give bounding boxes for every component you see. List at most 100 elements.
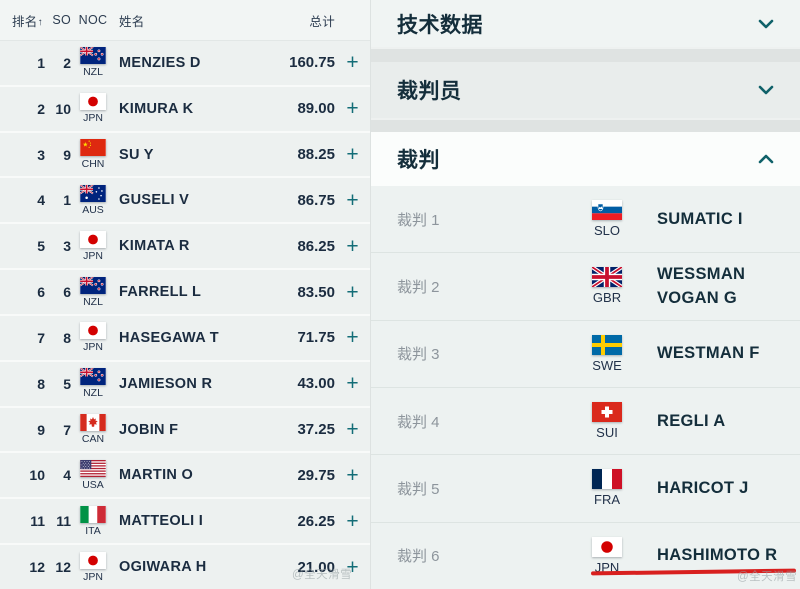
flag-swe-icon bbox=[592, 334, 622, 355]
accordion-officials[interactable]: 裁判员 bbox=[371, 62, 800, 118]
judge-row: 裁判 6 JPN HASHIMOTO R bbox=[371, 521, 800, 589]
expand-plus-button[interactable]: + bbox=[346, 372, 359, 396]
total-score: 160.75 bbox=[289, 54, 335, 72]
accordion-judges[interactable]: 裁判 bbox=[371, 132, 800, 186]
total-score: 89.00 bbox=[297, 100, 335, 118]
noc-code: JPN bbox=[83, 341, 103, 354]
chevron-up-icon bbox=[758, 154, 774, 164]
noc-code: CAN bbox=[81, 433, 105, 446]
athlete-name: FARRELL L bbox=[119, 284, 202, 301]
rank-cell: 6 bbox=[37, 284, 45, 301]
noc-code: NZL bbox=[83, 295, 103, 308]
expand-plus-button[interactable]: + bbox=[346, 188, 359, 212]
rank-cell: 7 bbox=[37, 329, 45, 346]
rank-cell: 3 bbox=[37, 146, 45, 163]
noc-code: JPN bbox=[83, 570, 103, 583]
so-cell: 12 bbox=[55, 559, 71, 576]
rank-cell: 8 bbox=[37, 375, 45, 392]
expand-plus-button[interactable]: + bbox=[346, 234, 359, 258]
flag-jpn-icon bbox=[80, 322, 106, 340]
athlete-row[interactable]: 7 8 JPN HASEGAWA T 71.75 + bbox=[0, 313, 370, 360]
header-so[interactable]: SO bbox=[52, 13, 71, 27]
judges-list: 裁判 1 SLO SUMATIC I 裁判 2 GBR WESSMAN VOGA… bbox=[371, 186, 800, 589]
flag-aus-icon bbox=[80, 184, 106, 202]
athlete-row[interactable]: 9 7 CAN JOBIN F 37.25 + bbox=[0, 405, 370, 452]
expand-plus-button[interactable]: + bbox=[346, 418, 359, 442]
table-header: 排名↑ SO NOC 姓名 总计 bbox=[0, 0, 370, 41]
flag-nzl-icon bbox=[80, 276, 106, 294]
accordion-technical-data[interactable]: 技术数据 bbox=[371, 0, 800, 47]
header-noc[interactable]: NOC bbox=[78, 13, 108, 27]
athlete-row[interactable]: 1 2 NZL MENZIES D 160.75 + bbox=[0, 41, 370, 85]
sort-ascending-icon: ↑ bbox=[37, 16, 43, 28]
judge-label: 裁判 6 bbox=[397, 548, 440, 566]
noc-code: JPN bbox=[83, 112, 103, 125]
judge-noc: SUI bbox=[596, 425, 618, 441]
expand-plus-button[interactable]: + bbox=[346, 97, 359, 121]
watermark: @全天滑雪 bbox=[292, 569, 353, 581]
header-name[interactable]: 姓名 bbox=[119, 14, 145, 29]
total-score: 71.75 bbox=[297, 329, 335, 347]
details-panel: 技术数据 裁判员 裁判 裁判 1 SLO SUMATIC I 裁判 2 GBR … bbox=[371, 0, 800, 589]
section-label: 裁判 bbox=[397, 149, 440, 172]
flag-can-icon bbox=[80, 414, 106, 432]
rank-cell: 12 bbox=[29, 559, 45, 576]
expand-plus-button[interactable]: + bbox=[346, 51, 359, 75]
flag-ita-icon bbox=[80, 505, 106, 523]
judge-label: 裁判 3 bbox=[397, 346, 440, 364]
so-cell: 11 bbox=[56, 513, 71, 530]
expand-plus-button[interactable]: + bbox=[346, 326, 359, 350]
athlete-row[interactable]: 2 10 JPN KIMURA K 89.00 + bbox=[0, 84, 370, 131]
total-score: 83.50 bbox=[297, 283, 335, 301]
header-total[interactable]: 总计 bbox=[309, 14, 335, 29]
noc-code: NZL bbox=[83, 66, 103, 79]
athlete-row[interactable]: 10 4 USA MARTIN O 29.75 + bbox=[0, 451, 370, 498]
total-score: 37.25 bbox=[297, 421, 335, 439]
rank-cell: 4 bbox=[37, 192, 45, 209]
judge-label: 裁判 2 bbox=[397, 278, 440, 296]
expand-plus-button[interactable]: + bbox=[346, 509, 359, 533]
header-rank[interactable]: 排名↑ bbox=[12, 14, 43, 29]
rank-cell: 1 bbox=[37, 54, 45, 71]
results-table: 排名↑ SO NOC 姓名 总计 1 2 NZL MENZIES D 160.7… bbox=[0, 0, 371, 589]
noc-code: AUS bbox=[82, 203, 104, 216]
expand-plus-button[interactable]: + bbox=[346, 555, 359, 579]
so-cell: 7 bbox=[63, 421, 71, 438]
noc-code: ITA bbox=[85, 524, 101, 537]
athlete-row[interactable]: 3 9 CHN SU Y 88.25 + bbox=[0, 130, 370, 177]
table-body: 1 2 NZL MENZIES D 160.75 + 2 10 JPN KIMU… bbox=[0, 41, 370, 589]
judge-row: 裁判 4 SUI REGLI A bbox=[371, 386, 800, 454]
total-score: 26.25 bbox=[297, 512, 335, 530]
noc-code: JPN bbox=[83, 249, 103, 262]
flag-nzl-icon bbox=[80, 47, 106, 65]
athlete-row[interactable]: 12 12 JPN OGIWARA H 21.00 + bbox=[0, 543, 370, 589]
expand-plus-button[interactable]: + bbox=[346, 463, 359, 487]
athlete-name: GUSELI V bbox=[119, 192, 190, 209]
flag-chn-icon bbox=[80, 139, 106, 157]
rank-cell: 11 bbox=[30, 513, 45, 530]
rank-cell: 2 bbox=[37, 100, 45, 117]
judge-row: 裁判 2 GBR WESSMAN VOGAN G bbox=[371, 252, 800, 319]
athlete-name: OGIWARA H bbox=[119, 559, 207, 576]
athlete-name: JAMIESON R bbox=[119, 375, 213, 392]
chevron-down-icon bbox=[758, 85, 774, 95]
athlete-name: SU Y bbox=[119, 146, 154, 163]
flag-jpn-icon bbox=[80, 551, 106, 569]
flag-usa-icon bbox=[80, 459, 106, 477]
flag-jpn-icon bbox=[80, 93, 106, 111]
athlete-row[interactable]: 4 1 AUS GUSELI V 86.75 + bbox=[0, 176, 370, 223]
judge-noc: SWE bbox=[592, 357, 622, 373]
expand-plus-button[interactable]: + bbox=[346, 143, 359, 167]
section-divider bbox=[371, 47, 800, 62]
athlete-row[interactable]: 6 6 NZL FARRELL L 83.50 + bbox=[0, 268, 370, 314]
total-score: 86.25 bbox=[297, 237, 335, 255]
total-score: 43.00 bbox=[297, 375, 335, 393]
athlete-name: JOBIN F bbox=[119, 421, 179, 438]
athlete-row[interactable]: 11 11 ITA MATTEOLI I 26.25 + bbox=[0, 497, 370, 544]
athlete-name: KIMURA K bbox=[119, 100, 194, 117]
athlete-row[interactable]: 5 3 JPN KIMATA R 86.25 + bbox=[0, 222, 370, 269]
expand-plus-button[interactable]: + bbox=[346, 280, 359, 304]
athlete-row[interactable]: 8 5 NZL JAMIESON R 43.00 + bbox=[0, 359, 370, 406]
rank-cell: 9 bbox=[37, 421, 45, 438]
athlete-name: HASEGAWA T bbox=[119, 329, 219, 346]
